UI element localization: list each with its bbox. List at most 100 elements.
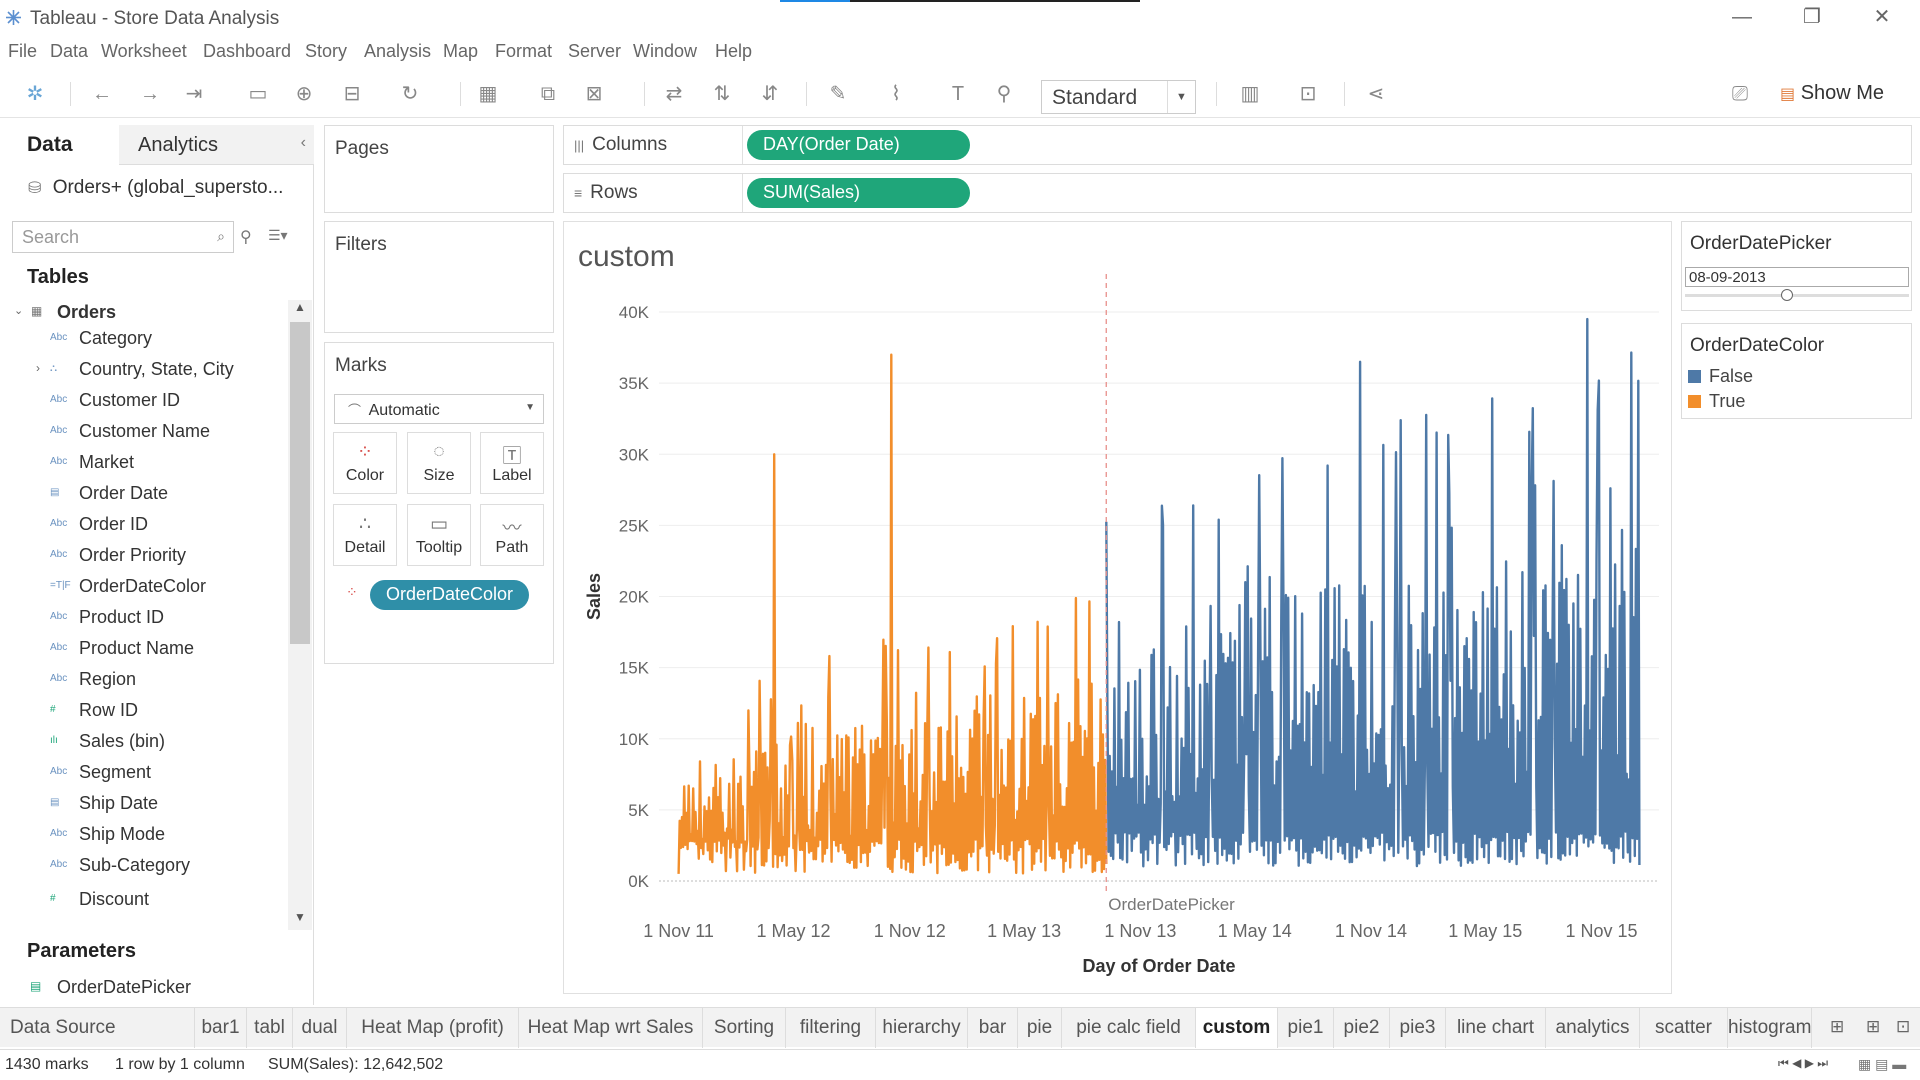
slider-handle[interactable] [1781,289,1793,301]
search-input[interactable]: Search ⌕ [12,221,234,253]
sheet-tab[interactable]: Sorting [703,1008,786,1048]
sheet-tab[interactable]: dual [293,1008,347,1048]
datasource-item[interactable]: ⛁ Orders+ (global_supersto... [28,177,283,199]
legend-item-false[interactable]: False [1688,366,1753,387]
marks-color-button[interactable]: ⁘ Color [333,432,397,494]
highlight-icon[interactable]: ✎ [829,83,847,105]
sort-ascending-icon[interactable]: ⇅ [713,83,731,105]
new-dashboard-icon[interactable]: ⊞ [1866,1017,1881,1036]
sheet-tab[interactable]: Data Source [0,1008,195,1048]
marks-detail-button[interactable]: ∴ Detail [333,504,397,566]
menu-server[interactable]: Server [568,41,622,61]
view-options-icon[interactable]: ☰▾ [268,227,288,243]
marks-tooltip-button[interactable]: ▭ Tooltip [407,504,471,566]
worksheet-view[interactable]: custom 0K 5K 10K 15K 20K 25K 30K 35K 40K 1 Nov 11… [563,221,1672,994]
date-slider[interactable] [1685,289,1909,301]
sheet-tab[interactable]: Heat Map (profit) [347,1008,519,1048]
redo-icon[interactable]: → [140,83,160,105]
new-story-icon[interactable]: ⊡ [1896,1017,1911,1036]
save-icon[interactable]: ▭ [248,83,268,105]
duplicate-icon[interactable]: ⧉ [540,83,556,105]
marks-label-button[interactable]: 🅃 Label [480,432,544,494]
sheet-tab[interactable]: bar [968,1008,1018,1048]
clear-sheet-icon[interactable]: ⊠ [585,83,603,105]
show-me-button[interactable]: ▤ Show Me [1780,82,1884,105]
scroll-up-icon[interactable]: ▲ [294,300,306,314]
sheet-tab[interactable]: pie [1018,1008,1062,1048]
columns-pill[interactable]: DAY(Order Date) [747,130,970,160]
rows-shelf[interactable]: ≡ Rows SUM(Sales) [563,173,1912,213]
pages-card[interactable]: Pages [324,125,554,213]
format-painter-icon[interactable]: ⎚ [1732,83,1748,105]
sheet-tab[interactable]: pie3 [1390,1008,1446,1048]
menu-analysis[interactable]: Analysis [364,41,432,61]
sheet-tab[interactable]: pie calc field [1062,1008,1196,1048]
rows-pill[interactable]: SUM(Sales) [747,178,970,208]
menu-window[interactable]: Window [633,41,698,61]
sheet-tab[interactable]: hierarchy [876,1008,968,1048]
scrollbar-thumb[interactable] [290,322,310,644]
tableau-home-icon[interactable]: ✲ [26,83,44,105]
sheet-tab[interactable]: analytics [1546,1008,1640,1048]
filters-card[interactable]: Filters [324,221,554,333]
menu-worksheet[interactable]: Worksheet [101,41,187,61]
fit-select[interactable]: Standard ▼ [1041,80,1196,114]
sheet-tab[interactable]: Heat Map wrt Sales [519,1008,703,1048]
sheet-tab[interactable]: custom [1196,1008,1278,1048]
new-worksheet-icon[interactable]: ⊞ [1830,1017,1845,1036]
scroll-down-icon[interactable]: ▼ [294,910,306,924]
sheet-tab[interactable]: bar1 [195,1008,247,1048]
menu-help[interactable]: Help [715,41,753,61]
share-icon[interactable]: ⋖ [1367,83,1385,105]
grid-view-icon[interactable]: ▦ ▤ ▬ [1858,1056,1907,1072]
sheet-tab[interactable]: tabl [247,1008,293,1048]
columns-shelf[interactable]: ||| Columns DAY(Order Date) [563,125,1912,165]
minimize-icon[interactable]: — [1732,6,1752,28]
mark-type-select[interactable]: ⌒ Automatic ▼ [334,394,544,424]
menu-format[interactable]: Format [495,41,553,61]
restore-icon[interactable]: ❐ [1803,6,1821,28]
new-datasource-icon[interactable]: ⊕ [295,83,313,105]
field-type-icon: # [50,704,56,715]
legend-item-true[interactable]: True [1688,391,1745,412]
sheet-tab[interactable]: scatter [1640,1008,1728,1048]
presentation-icon[interactable]: ⊡ [1299,83,1317,105]
field-label: Region [79,669,137,689]
sheet-tab[interactable]: line chart [1446,1008,1546,1048]
group-icon[interactable]: ⌇ [891,83,901,105]
swap-icon[interactable]: ⇄ [665,83,683,105]
menu-dashboard[interactable]: Dashboard [203,41,292,61]
tab-data[interactable]: Data [27,133,73,156]
sheet-tab[interactable]: histogram [1728,1008,1812,1048]
sheet-tab[interactable]: pie1 [1278,1008,1334,1048]
menu-file[interactable]: File [8,41,38,61]
tab-nav-icon[interactable]: ⏮ ◀ ▶ ⏭ [1778,1056,1829,1070]
chevron-right-icon[interactable]: › [36,361,40,375]
collapse-pane-icon[interactable]: ‹ [300,134,306,151]
replay-icon[interactable]: ⇥ [185,83,203,105]
pause-updates-icon[interactable]: ⊟ [343,83,361,105]
line-chart[interactable]: 0K 5K 10K 15K 20K 25K 30K 35K 40K 1 Nov 11 1 May 1… [564,222,1671,993]
refresh-icon[interactable]: ↻ [401,83,419,105]
marks-size-button[interactable]: ◌ Size [407,432,471,494]
menu-data[interactable]: Data [50,41,89,61]
tab-analytics[interactable]: Analytics ‹ [119,125,314,165]
sort-descending-icon[interactable]: ⇵ [761,83,779,105]
marks-path-button[interactable]: 〰 Path [480,504,544,566]
menu-map[interactable]: Map [443,41,479,61]
filter-icon[interactable]: ⚲ [240,229,252,246]
show-cards-icon[interactable]: ▥ [1240,83,1260,105]
sheet-tab[interactable]: filtering [786,1008,876,1048]
undo-icon[interactable]: ← [92,83,112,105]
close-icon[interactable]: ✕ [1873,6,1891,28]
marks-title: Marks [335,355,387,376]
sheet-tab[interactable]: pie2 [1334,1008,1390,1048]
menu-story[interactable]: Story [305,41,348,61]
color-pill[interactable]: OrderDateColor [370,580,530,610]
new-worksheet-icon[interactable]: ▦ [478,83,498,105]
scrollbar[interactable]: ▲ ▼ [288,300,312,930]
field-type-icon: =T|F [50,580,71,591]
date-input[interactable]: 08-09-2013 [1685,267,1909,287]
pin-icon[interactable]: ⚲ [996,83,1012,105]
labels-icon[interactable]: T [951,83,965,105]
